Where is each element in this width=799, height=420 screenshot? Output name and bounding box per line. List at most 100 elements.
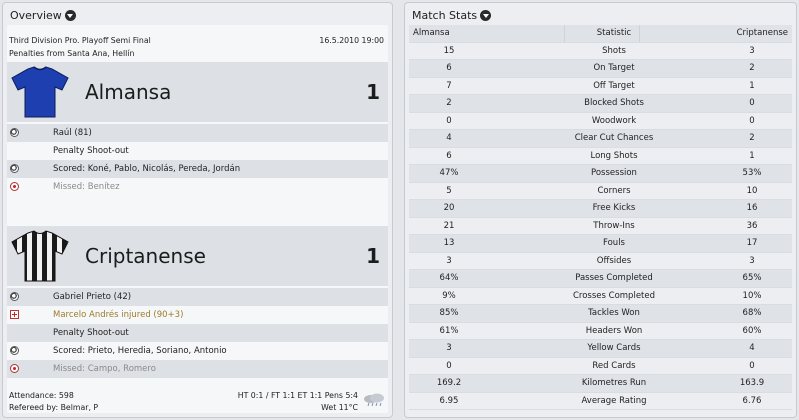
stats-cell-home: 20 [443,203,455,213]
stats-cell-away: 0 [749,115,755,126]
stats-cell-home: 169.2 [436,378,462,388]
stats-cell-stat: Red Cards [592,360,636,371]
chevron-down-icon[interactable] [480,10,492,21]
stats-cell-stat: On Target [593,63,635,73]
stats-row: 7 Off Target 1 [409,78,792,95]
stats-row: 6 On Target 2 [409,60,792,78]
event-row: Penalty Shoot-out [7,142,388,160]
weather-label: Wet 11°C [321,403,358,412]
home-team-score: 1 [366,80,380,104]
stats-header-statistic[interactable]: Statistic [596,28,632,38]
event-row: Gabriel Prieto (42) [7,288,388,306]
stats-row: 21 Throw-Ins 36 [409,218,792,235]
stats-cell-stat: Offsides [596,255,632,266]
stats-cell-away: 1 [749,80,755,91]
goal-ball-icon [10,164,19,173]
stats-row: 6 Long Shots 1 [409,148,792,165]
stats-row: 6.95 Average Rating 6.76 [409,393,792,410]
event-text: Scored: Prieto, Heredia, Soriano, Antoni… [53,346,227,356]
referee-label[interactable]: Refereed by: Belmar, P [9,403,99,412]
event-text[interactable]: Marcelo Andrés injured (90+3) [53,310,184,320]
stats-cell-stat: Kilometres Run [581,378,647,388]
stats-cell-home: 21 [443,220,455,231]
chevron-down-icon[interactable] [64,10,76,21]
overview-panel: Overview Third Division Pro. Playoff Sem… [2,2,393,418]
event-text: Missed: Campo, Romero [53,364,156,374]
stats-cell-stat: Possession [591,168,637,178]
stats-cell-home: 0 [446,115,452,126]
overview-title: Overview [10,9,62,22]
stats-cell-stat: Headers Won [585,325,643,336]
goal-ball-icon [10,346,19,355]
stats-cell-away: 6.76 [742,395,762,406]
stats-row: 61% Headers Won 60% [409,323,792,340]
competition-label: Third Division Pro. Playoff Semi Final [9,36,151,45]
attendance-label: Attendance: 598 [9,391,74,400]
stats-row: 13 Fouls 17 [409,235,792,253]
event-text: Missed: Benítez [53,182,120,192]
stats-cell-away: 0 [749,98,755,108]
stats-cell-stat: Throw-Ins [593,220,635,231]
stats-cell-home: 47% [439,168,459,178]
stats-cell-away: 68% [742,308,762,318]
stats-row: 47% Possession 53% [409,165,792,183]
stats-cell-stat: Shots [602,45,626,56]
stats-cell-stat: Average Rating [581,395,647,406]
away-team-name[interactable]: Criptanense [85,244,206,268]
event-text[interactable]: Raúl (81) [53,128,92,138]
event-row: Marcelo Andrés injured (90+3) [7,306,388,324]
match-date: 16.5.2010 19:00 [319,36,384,45]
rain-cloud-icon [364,393,384,407]
event-row: Raúl (81) [7,124,388,142]
home-team-band: Almansa 1 [7,62,388,122]
stats-cell-away: 10 [746,185,758,196]
stats-cell-home: 64% [439,273,459,283]
stats-header-home[interactable]: Almansa [413,28,450,38]
stats-cell-stat: Tackles Won [588,308,640,318]
stats-cell-away: 3 [749,255,755,266]
stats-cell-home: 85% [439,308,459,318]
stats-header-away[interactable]: Criptanense [736,28,788,38]
event-text[interactable]: Gabriel Prieto (42) [53,292,132,302]
home-team-name[interactable]: Almansa [85,80,172,104]
stats-cell-stat: Long Shots [590,150,638,161]
stats-cell-away: 2 [749,63,755,73]
event-row: Penalty Shoot-out [7,324,388,342]
stats-header-row: Almansa Statistic Criptanense [409,25,792,43]
scores-summary: HT 0:1 / FT 1:1 ET 1:1 Pens 5:4 [237,391,358,400]
stats-row: 2 Blocked Shots 0 [409,95,792,113]
stats-cell-stat: Crosses Completed [572,290,656,301]
stats-cell-home: 3 [446,255,452,266]
event-row: Scored: Koné, Pablo, Nicolás, Pereda, Jo… [7,160,388,178]
stats-cell-stat: Blocked Shots [584,98,644,108]
stats-row: 4 Clear Cut Chances 2 [409,130,792,148]
stats-cell-away: 36 [746,220,758,231]
stats-cell-away: 163.9 [739,378,765,388]
overview-header[interactable]: Overview [10,9,76,22]
away-shirt-icon [11,230,69,282]
overview-content: Third Division Pro. Playoff Semi Final 1… [7,25,388,413]
stats-cell-home: 0 [446,360,452,371]
stats-cell-away: 0 [749,360,755,371]
stats-cell-away: 65% [742,273,762,283]
stats-cell-away: 10% [742,290,762,301]
stats-cell-stat: Free Kicks [592,203,636,213]
event-row: Scored: Prieto, Heredia, Soriano, Antoni… [7,342,388,360]
stats-cell-home: 9% [442,290,456,301]
goal-ball-icon [10,292,19,301]
stats-cell-home: 2 [446,98,452,108]
stats-row: 20 Free Kicks 16 [409,200,792,218]
event-row: Missed: Campo, Romero [7,360,388,378]
stats-cell-stat: Off Target [593,80,635,91]
stats-cell-away: 60% [742,325,762,336]
stats-row: 169.2 Kilometres Run 163.9 [409,375,792,393]
stats-cell-away: 17 [746,238,758,248]
stats-row: 3 Yellow Cards 4 [409,340,792,358]
stats-row: 15 Shots 3 [409,43,792,60]
stats-cell-stat: Woodwork [591,115,637,126]
away-team-band: Criptanense 1 [7,226,388,286]
match-stats-title: Match Stats [412,9,478,22]
match-stats-header[interactable]: Match Stats [412,9,492,22]
stats-row: 0 Woodwork 0 [409,113,792,130]
stats-row: 0 Red Cards 0 [409,358,792,375]
